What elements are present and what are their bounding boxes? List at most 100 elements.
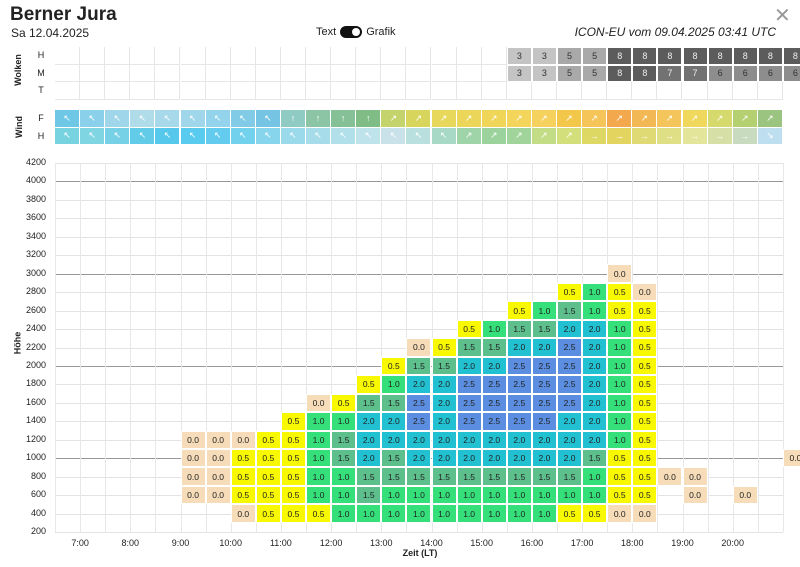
cloud-grid-cell [431,82,457,100]
cloud-grid-cell [306,82,332,100]
wind-arrow-icon: ↖ [155,127,181,144]
thermal-cell: 0.5 [607,282,633,302]
gridline [255,163,257,532]
cloud-grid-cell [255,82,281,100]
thermal-cell: 1.0 [431,504,457,523]
gridline [55,199,783,201]
cloud-grid-cell [331,64,357,82]
wind-arrow-icon: → [632,127,658,144]
thermal-cell: 2.0 [481,356,507,376]
wind-arrow-icon: ↖ [230,110,256,127]
cloud-grid-cell [381,47,407,65]
thermal-cell: 2.0 [356,430,382,449]
gridline [682,163,684,532]
wind-arrow-icon: ↗ [582,110,608,127]
wind-arrow-icon: ↖ [130,110,156,127]
cloud-value: 8 [707,47,733,65]
cloud-row-label: M [37,67,45,78]
thermal-cell: 0.5 [607,301,633,320]
wind-arrow-icon: ↑ [331,110,357,127]
cloud-grid-cell [230,47,256,65]
thermal-cell: 1.0 [306,412,332,431]
thermal-cell: 0.5 [230,448,256,468]
wind-arrow-icon: ↖ [280,127,306,144]
thermal-cell: 0.0 [205,467,231,486]
thermal-cell: 1.5 [381,393,407,413]
cloud-grid-cell [255,64,281,82]
wind-arrow-icon: → [707,127,733,144]
wind-arrow-icon: ↗ [456,110,482,127]
cloud-grid-cell [557,82,583,100]
cloud-grid-cell [105,64,131,82]
thermal-cell: 2.0 [356,412,382,431]
thermal-cell: 1.5 [331,430,357,449]
cloud-grid-cell [155,64,181,82]
thermal-cell: 0.5 [607,467,633,486]
toggle-grafik-label: Grafik [366,26,396,38]
cloud-value: 8 [732,47,758,65]
thermal-cell: 1.0 [607,412,633,431]
gridline [732,163,734,532]
thermal-cell: 1.0 [406,504,432,523]
thermal-cell: 2.5 [557,393,583,413]
thermal-cell: 0.5 [255,467,281,486]
thermal-cell: 2.0 [557,412,583,431]
thermal-cell: 0.5 [632,485,658,505]
gridline [230,163,232,532]
cloud-grid-cell [255,47,281,65]
wind-section-label: Wind [13,116,24,138]
thermal-cell: 2.5 [456,393,482,413]
wind-arrow-icon: ↑ [280,110,306,127]
y-tick-label: 1200 [25,433,46,444]
view-toggle[interactable]: Text Grafik [316,26,396,38]
thermal-cell: 1.0 [381,485,407,505]
thermal-cell: 2.0 [582,393,608,413]
thermal-cell: 0.5 [280,412,306,431]
cloud-grid-cell [80,82,106,100]
wind-row-label: H [37,130,45,141]
thermal-cell: 0.5 [356,375,382,394]
gridline [757,163,759,532]
thermal-cell: 2.5 [456,412,482,431]
thermal-cell: 1.5 [456,467,482,486]
gridline [130,163,132,532]
wind-arrow-icon: ↑ [306,110,332,127]
thermal-cell: 1.0 [431,485,457,505]
y-tick-label: 2400 [25,323,46,334]
thermal-cell: 2.5 [531,412,557,431]
cloud-grid-cell [431,64,457,82]
x-tick-label: 19:00 [671,538,694,548]
wind-arrow-icon: ↗ [607,110,633,127]
thermal-cell: 2.0 [356,448,382,468]
wind-arrow-icon: ↗ [506,110,532,127]
x-tick-label: 7:00 [71,538,89,548]
cloud-grid-cell [280,64,306,82]
wind-arrow-icon: ↖ [255,127,281,144]
thermal-cell: 1.0 [607,356,633,376]
thermal-cell: 0.5 [280,467,306,486]
wind-arrow-icon: ↖ [180,127,206,144]
thermal-cell: 1.5 [531,467,557,486]
thermal-cell: 0.5 [255,504,281,523]
gridline [180,163,182,532]
x-axis-label: Zeit (LT) [402,548,438,558]
gridline [55,236,783,238]
thermal-cell: 0.5 [255,430,281,449]
cloud-grid-cell [80,64,106,82]
wind-arrow-icon: ↗ [682,110,708,127]
close-icon[interactable]: ✕ [774,5,791,27]
thermal-cell: 2.5 [456,375,482,394]
thermal-cell: 1.5 [356,467,382,486]
wind-arrow-icon: ↖ [155,110,181,127]
thermal-cell: 1.0 [531,504,557,523]
thermal-cell: 0.5 [632,448,658,468]
thermal-cell: 1.0 [306,467,332,486]
thermal-cell: 2.0 [506,448,532,468]
thermal-cell: 2.0 [431,412,457,431]
thermal-cell: 1.5 [356,393,382,413]
thermal-cell: 0.5 [632,301,658,320]
gridline [356,163,358,532]
toggle-text-label: Text [316,26,337,38]
thermal-cell: 1.0 [582,467,608,486]
toggle-switch[interactable] [340,26,363,38]
